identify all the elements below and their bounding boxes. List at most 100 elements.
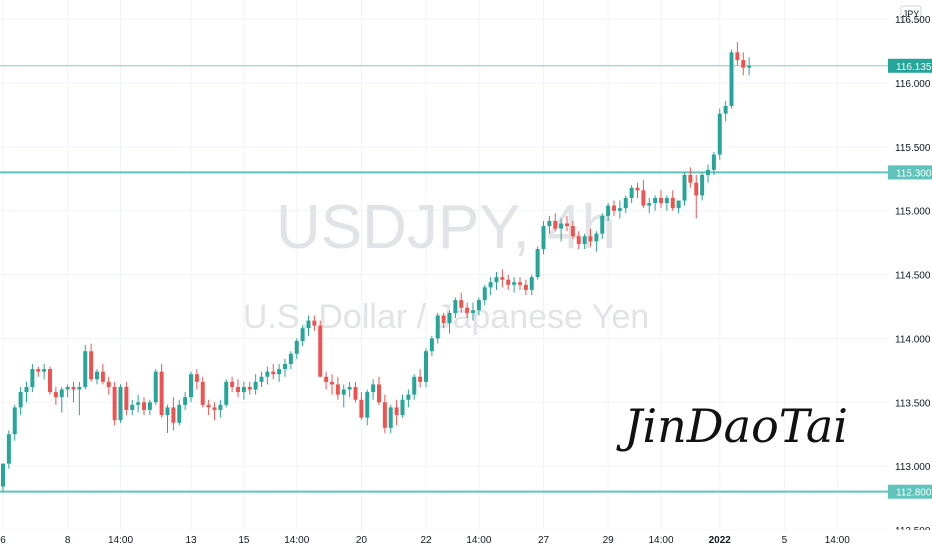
candle xyxy=(570,220,575,239)
candle-body xyxy=(212,407,217,410)
candle-body xyxy=(570,226,575,237)
candle-body xyxy=(506,279,511,285)
candle xyxy=(224,379,229,408)
candle xyxy=(112,381,117,426)
candle xyxy=(165,404,170,433)
candle-body xyxy=(706,169,710,175)
currency-label[interactable]: JPY xyxy=(903,9,920,19)
candle xyxy=(453,297,458,318)
candle xyxy=(218,399,223,418)
candle-body xyxy=(606,205,611,216)
time-tick-label: 27 xyxy=(538,535,550,546)
candle-body xyxy=(741,60,746,68)
candle xyxy=(670,190,675,211)
candle-body xyxy=(406,394,411,400)
candle xyxy=(412,374,417,400)
candle xyxy=(406,389,411,408)
candle-body xyxy=(230,381,235,387)
candle xyxy=(547,215,552,234)
time-tick-label: 29 xyxy=(603,535,615,546)
candle-body xyxy=(518,282,522,285)
candle-body xyxy=(723,106,728,114)
time-tick-label: 22 xyxy=(420,535,432,546)
time-axis[interactable]: 6 8 14:00 13 15 14:00 20 22 14:00 27 29 14:00 2022 5 1… xyxy=(0,530,932,550)
candle-body xyxy=(194,374,199,382)
candle xyxy=(18,386,23,416)
candle-body xyxy=(236,386,240,393)
candle xyxy=(106,376,111,395)
candle xyxy=(130,399,135,416)
candle xyxy=(300,325,305,347)
candle xyxy=(36,366,41,377)
candle xyxy=(711,151,716,175)
candle-body xyxy=(224,381,229,405)
candle xyxy=(741,52,746,76)
candle xyxy=(71,381,76,403)
candle-body xyxy=(271,371,276,375)
candle-body xyxy=(682,174,687,201)
candle-body xyxy=(312,320,317,326)
candle-body xyxy=(42,369,47,372)
candle-body xyxy=(330,381,334,385)
candle-body xyxy=(688,174,693,183)
candle xyxy=(142,397,146,416)
time-tick-label: 20 xyxy=(356,535,368,546)
candle xyxy=(617,200,622,219)
candle-body xyxy=(594,233,599,242)
candle-body xyxy=(247,386,252,390)
candle-body xyxy=(659,197,663,204)
candle xyxy=(494,272,499,290)
candle-body xyxy=(153,371,158,403)
candle xyxy=(717,108,722,160)
candle xyxy=(594,231,599,252)
currency-box[interactable] xyxy=(900,5,922,22)
candle xyxy=(588,228,593,247)
candle-body xyxy=(253,381,258,390)
candle-body xyxy=(277,369,282,375)
candle-body xyxy=(6,434,11,464)
level-lines[interactable] xyxy=(0,65,888,493)
level-price-tag xyxy=(888,165,932,180)
candle xyxy=(6,430,11,469)
candle-body xyxy=(142,402,146,410)
candle xyxy=(95,369,99,385)
candle xyxy=(400,394,405,418)
candle xyxy=(247,381,252,395)
candle xyxy=(653,195,658,211)
time-tick-label: 15 xyxy=(238,535,250,546)
candle-body xyxy=(547,220,552,227)
candle xyxy=(747,57,752,76)
grid xyxy=(0,0,888,531)
candle xyxy=(465,302,470,318)
candle-body xyxy=(1,463,5,487)
price-tick-label: 115.000 xyxy=(895,207,931,218)
candle xyxy=(518,277,522,290)
candle-body xyxy=(371,384,376,393)
candle xyxy=(330,374,334,395)
candle xyxy=(606,203,611,221)
candle xyxy=(729,49,734,109)
candle xyxy=(377,376,381,405)
candles xyxy=(1,42,752,492)
candle xyxy=(471,302,475,321)
candle-body xyxy=(95,371,99,380)
time-tick-label: 5 xyxy=(782,535,788,546)
candle xyxy=(89,343,94,382)
candle xyxy=(623,195,628,214)
price-tick-label: 113.000 xyxy=(895,462,931,473)
candle-body xyxy=(612,205,616,211)
watermark-symbol: USDJPY, 4h xyxy=(276,193,616,262)
candle-body xyxy=(283,363,287,370)
candle-body xyxy=(576,236,581,244)
candle xyxy=(647,197,652,214)
candle xyxy=(600,213,605,239)
candle-body xyxy=(535,249,540,278)
candle xyxy=(183,392,188,410)
candle-body xyxy=(59,389,64,398)
candle xyxy=(171,397,176,431)
price-axis[interactable]: JPY 112.500113.000113.500114.000114.5001… xyxy=(888,0,932,537)
candle xyxy=(641,180,646,209)
candle xyxy=(559,218,564,242)
candle-body xyxy=(424,351,428,382)
